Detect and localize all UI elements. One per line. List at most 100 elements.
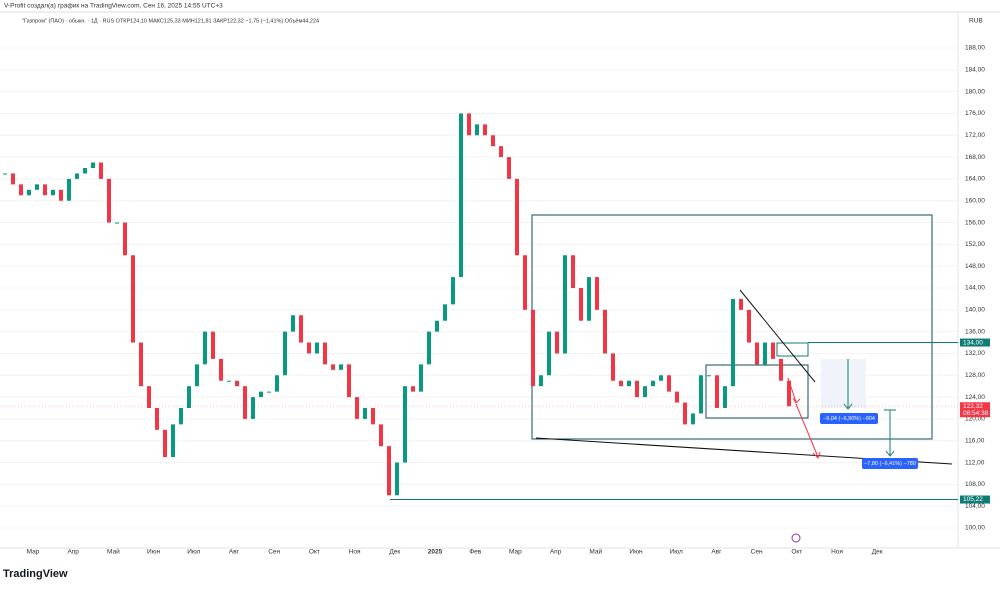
candle bbox=[627, 380, 631, 387]
footer-logo: TradingView bbox=[3, 568, 68, 580]
candle bbox=[27, 189, 31, 196]
candle bbox=[251, 397, 255, 419]
candle bbox=[675, 391, 679, 403]
x-tick-label: Дек bbox=[872, 549, 883, 556]
drawings bbox=[531, 214, 953, 543]
candle bbox=[539, 375, 543, 387]
y-tick-label: 156,00 bbox=[965, 219, 985, 226]
range-box bbox=[705, 364, 809, 419]
candle bbox=[83, 168, 87, 174]
candle bbox=[523, 255, 527, 310]
candle bbox=[395, 462, 399, 496]
candle bbox=[267, 391, 271, 393]
measure-label-box bbox=[820, 413, 878, 424]
candle bbox=[187, 386, 191, 408]
x-tick-label: Июн bbox=[147, 549, 161, 556]
y-tick-label: 124,00 bbox=[965, 394, 985, 401]
candle bbox=[211, 331, 215, 359]
y-tick-label: 176,00 bbox=[965, 110, 985, 117]
candle bbox=[779, 358, 783, 381]
candle bbox=[275, 375, 279, 392]
x-tick-label: Июн bbox=[629, 549, 643, 556]
measure-arrow bbox=[843, 403, 853, 410]
candle bbox=[459, 113, 463, 278]
x-tick-label: 2025 bbox=[428, 549, 443, 556]
candle bbox=[619, 380, 623, 387]
candle bbox=[155, 408, 159, 430]
x-tick-label: Июл bbox=[670, 549, 683, 556]
candle bbox=[387, 446, 391, 496]
measure-label-box bbox=[862, 458, 918, 469]
candle bbox=[555, 331, 559, 354]
x-tick-label: Мар bbox=[509, 549, 522, 556]
candle bbox=[75, 173, 79, 179]
candle bbox=[115, 222, 119, 224]
candle bbox=[723, 386, 727, 408]
candle bbox=[99, 162, 103, 179]
x-tick-label: Сен bbox=[751, 549, 763, 556]
price-tag bbox=[960, 495, 990, 504]
candle bbox=[11, 173, 15, 185]
candle bbox=[139, 342, 143, 387]
candle bbox=[475, 124, 479, 136]
x-tick-label: Сен bbox=[268, 549, 280, 556]
x-tick-label: Фев bbox=[469, 549, 482, 556]
candle bbox=[763, 342, 767, 365]
trend-line bbox=[739, 289, 816, 383]
y-tick-label: 180,00 bbox=[965, 88, 985, 95]
y-tick-label: 100,00 bbox=[965, 525, 985, 532]
candle bbox=[347, 364, 351, 398]
candle bbox=[51, 189, 55, 196]
candle bbox=[195, 364, 199, 387]
candle bbox=[43, 184, 47, 196]
range-box bbox=[776, 342, 809, 357]
candle bbox=[307, 342, 311, 354]
y-tick-label: 128,00 bbox=[965, 372, 985, 379]
candle bbox=[483, 124, 487, 136]
candle bbox=[667, 375, 671, 392]
y-tick-label: 188,00 bbox=[965, 45, 985, 52]
candle bbox=[635, 380, 639, 398]
price-tag-label: 122,32 bbox=[963, 403, 983, 410]
candle bbox=[331, 364, 335, 370]
measure-box bbox=[821, 359, 866, 408]
y-tick-label: 104,00 bbox=[965, 503, 985, 510]
candle bbox=[731, 298, 735, 387]
measure-label: −9,04 (−6,90%) −904 bbox=[823, 416, 875, 422]
candle bbox=[699, 375, 703, 414]
x-tick-label: Июл bbox=[187, 549, 200, 556]
x-tick-label: Мар bbox=[27, 549, 40, 556]
candle bbox=[379, 424, 383, 447]
measure-arrow bbox=[885, 450, 895, 457]
candle bbox=[227, 380, 231, 382]
y-tick-label: 144,00 bbox=[965, 285, 985, 292]
candle bbox=[291, 315, 295, 332]
candle bbox=[259, 391, 263, 398]
candle bbox=[739, 298, 743, 310]
candle bbox=[643, 386, 647, 398]
x-tick-label: Апр bbox=[550, 549, 562, 556]
price-tag bbox=[960, 338, 990, 347]
candle bbox=[299, 315, 303, 343]
candle bbox=[403, 386, 407, 463]
candle bbox=[571, 255, 575, 288]
candle bbox=[59, 189, 63, 201]
candle bbox=[515, 178, 519, 256]
candle bbox=[355, 397, 359, 419]
candle bbox=[683, 402, 687, 425]
candle bbox=[371, 408, 375, 425]
candle bbox=[707, 375, 711, 377]
x-tick-label: Апр bbox=[67, 549, 79, 556]
candle bbox=[419, 364, 423, 392]
candle bbox=[67, 178, 71, 201]
x-tick-label: Окт bbox=[791, 549, 802, 556]
candle bbox=[587, 277, 591, 321]
candle bbox=[491, 135, 495, 147]
candle bbox=[507, 157, 511, 179]
y-tick-label: 140,00 bbox=[965, 307, 985, 314]
y-tick-label: 116,00 bbox=[965, 437, 985, 444]
candle bbox=[435, 320, 439, 332]
candle bbox=[787, 380, 791, 407]
y-tick-label: 172,00 bbox=[965, 132, 985, 139]
candle bbox=[547, 331, 551, 376]
